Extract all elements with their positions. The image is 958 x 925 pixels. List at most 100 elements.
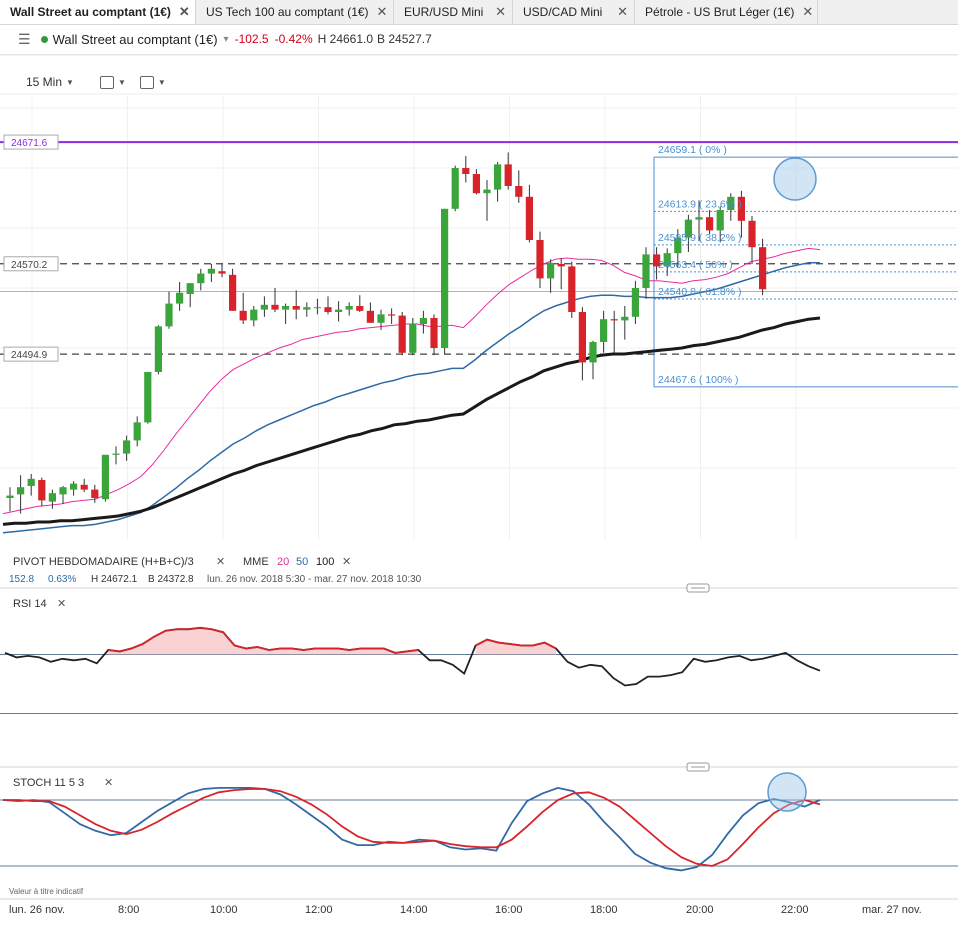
mme-period-50: 50 bbox=[296, 556, 308, 568]
tab-label: Pétrole - US Brut Léger (1€) bbox=[645, 5, 795, 19]
level-label: 24494.9 bbox=[11, 350, 48, 361]
template-button[interactable]: ▼ bbox=[139, 75, 166, 89]
mme-period-20: 20 bbox=[277, 556, 289, 568]
tab-close-icon[interactable]: ✕ bbox=[802, 4, 814, 19]
candle-body bbox=[706, 217, 714, 231]
tab-close-icon[interactable]: ✕ bbox=[495, 4, 506, 19]
rsi-hot-segment bbox=[142, 635, 155, 645]
candlesticks[interactable] bbox=[6, 152, 767, 514]
stoch-line-5 bbox=[3, 788, 821, 867]
tab-eur-usd[interactable]: EUR/USD Mini ✕ bbox=[394, 0, 513, 24]
candle-body bbox=[727, 196, 735, 210]
footnote: Valeur à titre indicatif bbox=[9, 887, 84, 896]
low-value: B 24527.7 bbox=[377, 32, 432, 46]
tab-us-tech-100[interactable]: US Tech 100 au comptant (1€) ✕ bbox=[196, 0, 394, 24]
chevron-down-icon: ▼ bbox=[117, 77, 126, 87]
tab-petrole[interactable]: Pétrole - US Brut Léger (1€) ✕ bbox=[635, 0, 818, 24]
candle-body bbox=[313, 307, 321, 309]
candle-body bbox=[441, 208, 449, 348]
level-label-box bbox=[3, 134, 59, 150]
candle-body bbox=[578, 312, 586, 363]
candle-body bbox=[419, 318, 427, 324]
interval-select[interactable]: 15 Min ▼ bbox=[26, 75, 74, 89]
tab-label: Wall Street au comptant (1€) bbox=[10, 5, 171, 19]
candle-body bbox=[48, 493, 56, 502]
candle-body bbox=[494, 164, 502, 190]
rsi-hot-segment bbox=[234, 644, 247, 650]
market-open-indicator bbox=[40, 35, 48, 43]
interval-label: 15 Min bbox=[26, 75, 63, 89]
tab-label: USD/CAD Mini bbox=[523, 5, 603, 19]
rsi-hot-segment bbox=[406, 649, 419, 653]
rsi-hot-segment bbox=[544, 641, 557, 650]
candle-body bbox=[451, 168, 459, 209]
candle-body bbox=[398, 315, 406, 353]
candle-body bbox=[663, 253, 671, 267]
close-icon[interactable]: ✕ bbox=[57, 598, 66, 610]
tab-wall-street[interactable]: Wall Street au comptant (1€) ✕ bbox=[0, 0, 196, 24]
fib-label: 24613.9 ( 23.6% ) bbox=[658, 198, 741, 210]
chevron-down-icon: ▼ bbox=[66, 77, 74, 87]
candle-body bbox=[653, 254, 661, 267]
pivot-legend: PIVOT HEBDOMADAIRE (H+B+C)/3 bbox=[13, 556, 194, 568]
instrument-tabs: Wall Street au comptant (1€) ✕ US Tech 1… bbox=[0, 0, 958, 25]
chevron-down-icon[interactable]: ▾ bbox=[223, 33, 229, 45]
fibonacci-levels bbox=[653, 156, 958, 388]
candle-body bbox=[684, 219, 692, 238]
highlight-circle bbox=[773, 157, 817, 201]
rsi-hot-segment bbox=[303, 647, 316, 651]
rsi-hot-segment bbox=[222, 631, 236, 647]
candle-body bbox=[324, 307, 332, 312]
ema-50-line bbox=[2, 262, 820, 534]
candle-body bbox=[38, 480, 46, 501]
candle-body bbox=[504, 164, 512, 186]
layout-icon bbox=[139, 75, 154, 89]
price-change: -102.5 bbox=[234, 32, 269, 46]
tab-close-icon[interactable]: ✕ bbox=[617, 4, 628, 19]
rsi-hot-segment bbox=[188, 626, 201, 631]
instrument-name[interactable]: Wall Street au comptant (1€) bbox=[52, 31, 218, 47]
info-change: 152.8 bbox=[9, 574, 34, 585]
candle-body bbox=[59, 487, 67, 495]
candle-body bbox=[345, 306, 353, 310]
highlight-circle bbox=[767, 772, 807, 812]
rsi-hot-segment bbox=[337, 647, 350, 651]
time-axis-labels: lun. 26 nov. 8:00 10:00 12:00 14:00 16:00 18:0… bbox=[9, 904, 922, 916]
rsi-hot-segment bbox=[486, 638, 499, 644]
fib-label: 24467.6 ( 100% ) bbox=[658, 374, 739, 386]
tab-close-icon[interactable]: ✕ bbox=[178, 4, 190, 19]
rsi-hot-segment bbox=[532, 641, 545, 647]
candle-body bbox=[472, 174, 480, 194]
close-icon[interactable]: ✕ bbox=[104, 777, 113, 789]
candle-body bbox=[759, 247, 767, 290]
candle-body bbox=[176, 292, 184, 304]
candle-body bbox=[631, 288, 639, 317]
rsi-overbought-fill bbox=[108, 627, 419, 655]
stoch-line-11 bbox=[2, 786, 821, 872]
rsi-hot-segment bbox=[257, 646, 270, 651]
candle-body bbox=[17, 487, 25, 495]
high-value: H 24661.0 bbox=[317, 32, 374, 46]
candle-body bbox=[589, 342, 597, 363]
rsi-hot-segment bbox=[349, 647, 361, 651]
tab-close-icon[interactable]: ✕ bbox=[376, 4, 388, 19]
candle-body bbox=[292, 306, 300, 310]
candle-body bbox=[91, 489, 99, 498]
candle-body bbox=[70, 483, 78, 490]
tab-usd-cad[interactable]: USD/CAD Mini ✕ bbox=[513, 0, 635, 24]
close-icon[interactable]: ✕ bbox=[342, 556, 351, 568]
candle-body bbox=[674, 237, 682, 254]
candle-body bbox=[557, 264, 565, 267]
candle-body bbox=[610, 319, 618, 321]
hamburger-icon[interactable]: ☰ bbox=[18, 30, 31, 47]
chart-type-button[interactable]: ▼ bbox=[99, 75, 126, 89]
rsi-plot bbox=[0, 626, 958, 714]
fib-label: 24540.8 ( 61.8% ) bbox=[658, 286, 741, 298]
rsi-hot-segment bbox=[245, 646, 258, 650]
candle-body bbox=[6, 495, 14, 498]
fib-label: 24585.9 ( 38.2% ) bbox=[658, 232, 741, 244]
close-icon[interactable]: ✕ bbox=[216, 556, 225, 568]
rsi-hot-segment bbox=[268, 647, 281, 651]
x-tick-label: 18:00 bbox=[590, 904, 618, 916]
